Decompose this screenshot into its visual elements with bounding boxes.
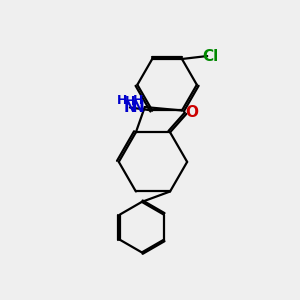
Text: Cl: Cl — [202, 49, 218, 64]
Text: N: N — [132, 100, 145, 115]
Text: H: H — [125, 95, 135, 108]
Text: N: N — [124, 100, 136, 115]
Text: H: H — [133, 94, 143, 106]
Text: O: O — [185, 105, 198, 120]
Text: H: H — [117, 94, 127, 106]
